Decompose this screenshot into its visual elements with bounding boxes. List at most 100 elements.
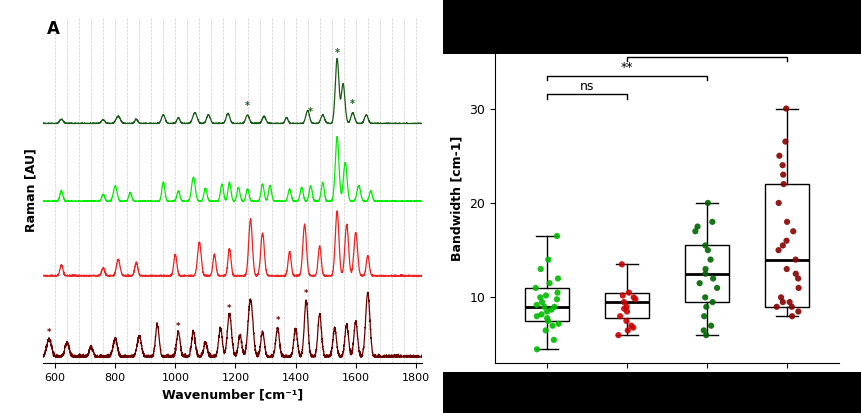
Point [776,162,790,169]
Point [697,327,710,334]
Text: *: * [177,322,181,331]
Text: *: * [227,304,232,313]
Text: ns: ns [580,80,594,93]
PathPatch shape [605,293,649,318]
Point [691,223,704,230]
Point [698,266,712,272]
Point [542,318,555,324]
Point [536,299,549,305]
Point [530,313,544,320]
Text: *: * [308,107,313,117]
Point [777,171,790,178]
Point [550,296,564,303]
Point [783,299,796,305]
Point [533,294,547,301]
Point [772,152,786,159]
Point [789,256,802,263]
Point [544,306,558,313]
Point [620,304,634,310]
PathPatch shape [525,288,569,321]
Point [791,308,805,315]
Point [780,218,794,225]
Point [698,294,712,301]
Point [698,271,712,277]
Point [791,275,805,282]
Point [779,105,793,112]
Point [689,228,703,235]
Point [617,305,631,312]
Point [780,266,794,272]
Point [547,337,561,343]
Point [789,271,802,277]
Point [620,318,634,324]
Point [548,304,561,310]
Point [623,290,636,296]
PathPatch shape [765,184,809,307]
Point [776,242,790,249]
Y-axis label: Raman [AU]: Raman [AU] [24,148,38,232]
Point [778,138,792,145]
Text: **: ** [701,42,714,55]
Point [552,320,566,327]
Point [701,247,715,254]
Point [697,313,711,320]
Point [701,199,715,206]
Point [539,327,553,334]
Point [537,304,551,310]
Point [770,304,784,310]
Point [534,266,548,272]
Point [542,256,555,263]
Point [624,323,638,329]
Point [530,301,543,308]
Point [550,233,564,239]
Point [621,327,635,334]
Text: *: * [245,101,250,111]
Point [792,285,806,291]
Point [620,308,634,315]
Point [698,242,712,249]
Point [613,313,627,320]
Point [540,308,554,315]
Text: *: * [335,48,340,59]
Point [550,290,564,296]
Point [710,285,724,291]
PathPatch shape [685,245,729,302]
Text: **: ** [621,61,634,74]
Point [785,304,799,310]
Point [703,256,717,263]
Point [546,323,560,329]
Point [704,323,718,329]
Point [529,285,542,291]
Text: A: A [46,20,59,38]
Point [540,315,554,321]
Point [615,261,629,268]
Y-axis label: Bandwidth [cm-1]: Bandwidth [cm-1] [451,135,464,261]
Point [771,199,785,206]
Point [699,332,713,338]
Text: *: * [276,316,280,325]
Point [774,294,788,301]
Point [535,311,548,318]
Point [611,332,625,338]
Point [771,247,785,254]
X-axis label: Wavenumber [cm⁻¹]: Wavenumber [cm⁻¹] [162,389,303,402]
Point [785,313,799,320]
Point [542,280,556,287]
Point [616,292,629,299]
Point [551,275,565,282]
Point [627,294,641,301]
Point [693,280,707,287]
Point [706,275,720,282]
Point [626,324,640,331]
Point [706,299,720,305]
Point [786,228,800,235]
Point [780,237,794,244]
Point [699,304,713,310]
Point [705,218,719,225]
Point [776,299,790,305]
Text: B: B [461,26,474,45]
Text: *: * [304,289,308,298]
Point [617,299,631,305]
Point [539,292,553,299]
Point [530,346,544,353]
